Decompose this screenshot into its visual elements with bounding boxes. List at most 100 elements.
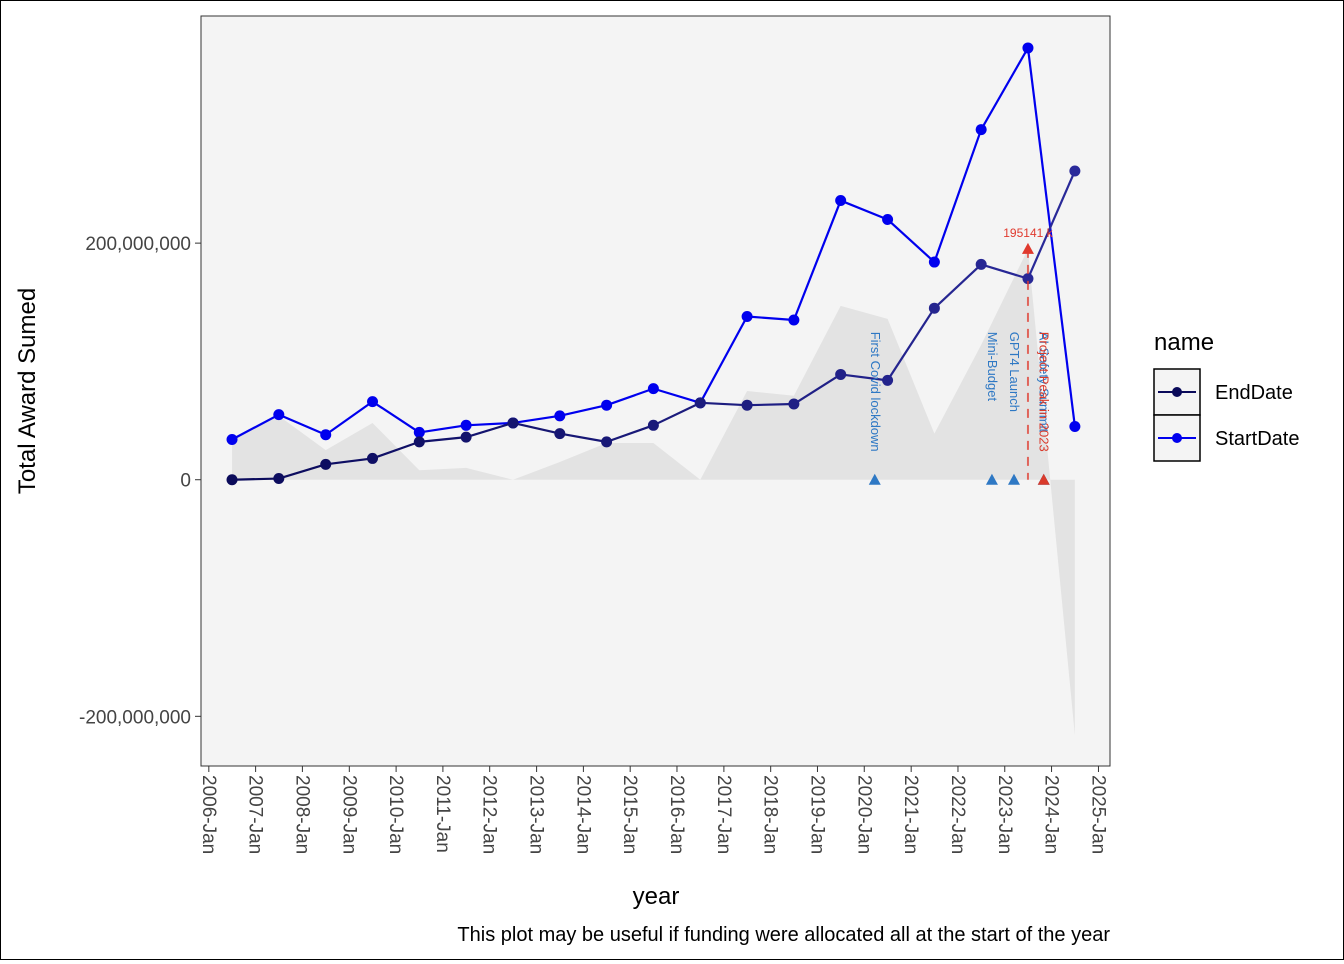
x-tick-label: 2012-Jan — [479, 775, 500, 854]
series-line-enddate — [840, 373, 888, 382]
data-point-startdate — [320, 429, 332, 441]
x-tick-label: 2021-Jan — [900, 775, 921, 854]
series-line-startdate — [933, 129, 983, 263]
series-line-enddate — [793, 373, 842, 405]
x-axis: 2006-Jan 2007-Jan 2008-Jan 2009-Jan 2010-Jan… — [198, 766, 1108, 854]
data-point-startdate — [975, 124, 987, 136]
series-line-startdate — [653, 387, 701, 404]
data-point-enddate — [320, 458, 332, 470]
data-point-enddate — [367, 452, 379, 464]
y-axis-title: Total Award Sumed — [14, 288, 41, 494]
x-tick-label: 2009-Jan — [338, 775, 359, 854]
data-point-enddate — [413, 436, 425, 448]
x-axis-title: year — [633, 883, 680, 910]
event-label-first-covid-lockdown: First Covid lockdown — [868, 332, 883, 452]
x-tick-label: 2022-Jan — [947, 775, 968, 854]
y-tick-label: -200,000,000 — [79, 707, 191, 728]
series-line-enddate — [559, 432, 607, 443]
x-tick-label: 2014-Jan — [572, 775, 593, 854]
series-line-enddate — [372, 440, 420, 460]
series-line-startdate — [886, 218, 936, 263]
series-line-startdate — [840, 199, 889, 221]
event-label-project-peak-in-2023: Project Peak in 2023 — [1037, 332, 1052, 452]
series-line-enddate — [747, 402, 794, 407]
series-line-startdate — [466, 421, 514, 427]
series-line-startdate — [231, 413, 280, 441]
data-point-enddate — [835, 368, 847, 380]
data-point-enddate — [226, 474, 238, 486]
data-point-startdate — [601, 399, 613, 411]
series-line-enddate — [325, 457, 373, 466]
event-label-ai-safety-summit: AI Safety Summit — [1037, 332, 1052, 433]
data-point-startdate — [367, 396, 379, 408]
x-tick-label: 2007-Jan — [245, 775, 266, 854]
series-line-startdate — [419, 424, 467, 434]
data-point-enddate — [507, 417, 519, 429]
y-tick-label: 0 — [180, 471, 191, 492]
series-line-enddate — [980, 263, 1029, 280]
y-axis: -200,000,000 0 200,000,000 — [79, 234, 201, 728]
series-line-enddate — [652, 401, 701, 427]
data-point-enddate — [554, 428, 566, 440]
series-line-enddate — [231, 477, 279, 481]
event-marker-project-peak-in-2023 — [1037, 473, 1050, 485]
data-point-enddate — [741, 399, 753, 411]
data-point-startdate — [788, 314, 800, 326]
series-line-enddate — [606, 424, 654, 443]
event-label-gpt4-launch: GPT4 Launch — [1007, 332, 1022, 412]
x-tick-label: 2017-Jan — [713, 775, 734, 854]
series-line-startdate — [747, 315, 794, 322]
peak-marker — [1021, 242, 1034, 254]
data-point-enddate — [1069, 165, 1081, 177]
series-line-startdate — [278, 413, 327, 436]
difference-area — [232, 249, 1075, 736]
data-point-enddate — [601, 436, 613, 448]
data-point-startdate — [460, 419, 472, 431]
x-tick-label: 2010-Jan — [385, 775, 406, 854]
x-tick-label: 2025-Jan — [1087, 775, 1108, 854]
data-point-startdate — [882, 213, 894, 225]
series-line-enddate — [1026, 170, 1076, 280]
series-line-enddate — [512, 421, 561, 435]
series-line-enddate — [933, 263, 982, 309]
legend-label-startdate: StartDate — [1215, 428, 1299, 450]
data-point-startdate — [835, 195, 847, 207]
data-point-enddate — [975, 258, 987, 270]
x-tick-label: 2020-Jan — [853, 775, 874, 854]
data-point-startdate — [226, 434, 238, 446]
data-point-enddate — [928, 302, 940, 314]
series-line-startdate — [792, 200, 842, 321]
data-point-startdate — [554, 410, 566, 422]
event-marker-first-covid-lockdown — [868, 473, 881, 485]
series-line-startdate — [606, 387, 654, 407]
series-line-enddate — [700, 401, 748, 407]
series-line-enddate — [886, 307, 936, 381]
series-line-startdate — [1026, 47, 1076, 427]
series-layer — [226, 42, 1081, 486]
legend-point-startdate — [1172, 433, 1182, 443]
x-tick-label: 2011-Jan — [432, 775, 453, 853]
data-point-enddate — [788, 398, 800, 410]
series-line-startdate — [699, 315, 749, 404]
legend-point-enddate — [1172, 387, 1182, 397]
x-tick-label: 2013-Jan — [526, 775, 547, 854]
series-line-startdate — [325, 400, 374, 436]
difference-area-layer — [232, 249, 1075, 736]
chart-caption: This plot may be useful if funding were … — [457, 924, 1110, 946]
x-tick-label: 2018-Jan — [760, 775, 781, 854]
peak-label: 195141 k — [1003, 226, 1053, 240]
legend: name EndDate StartDate — [1153, 329, 1299, 462]
event-label-mini-budget: Mini-Budget — [985, 332, 1000, 402]
x-tick-label: 2006-Jan — [198, 775, 219, 854]
series-line-startdate — [512, 414, 560, 425]
annotation-layer: 195141 k First Covid lockdown Mini-Budget G… — [868, 226, 1054, 485]
series-line-enddate — [419, 436, 467, 443]
series-line-startdate — [980, 47, 1029, 131]
data-point-startdate — [273, 409, 285, 421]
legend-title: name — [1154, 329, 1214, 356]
data-point-enddate — [273, 473, 285, 485]
x-tick-label: 2008-Jan — [291, 775, 312, 854]
x-tick-label: 2024-Jan — [1041, 775, 1062, 854]
data-point-enddate — [460, 431, 472, 443]
